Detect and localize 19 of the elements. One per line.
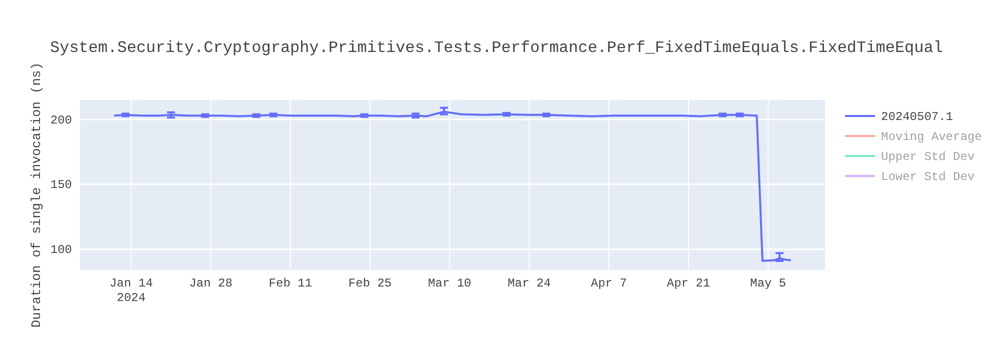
x-tick-label: Mar 10 (428, 276, 472, 291)
x-tick-label: Mar 24 (508, 276, 551, 291)
line-series (113, 110, 792, 262)
y-axis-title: Duration of single invocation (ns) (29, 62, 44, 328)
legend-label: 20240507.1 (881, 110, 954, 124)
legend-label: Moving Average (881, 130, 982, 144)
x-tick-label: Apr 7 (590, 276, 627, 291)
x-tick-label: Jan 28 (189, 276, 232, 291)
chart-title: System.Security.Cryptography.Primitives.Tests.Performance.Perf_FixedTimeEquals.FixedTimeEqual (50, 39, 943, 57)
x-tick-label: May 5 (750, 276, 786, 291)
x-tick-label: Feb 11 (268, 276, 312, 291)
legend-label: Lower Std Dev (881, 170, 975, 184)
y-tick-label: 150 (50, 178, 72, 192)
x-tick-label: Apr 21 (666, 276, 710, 291)
x-tick-label: Feb 25 (348, 276, 392, 291)
legend-label: Upper Std Dev (881, 150, 975, 164)
y-tick-label: 100 (50, 243, 72, 258)
y-tick-label: 200 (50, 113, 72, 128)
x-tick-label: Jan 14 2024 (110, 276, 153, 305)
